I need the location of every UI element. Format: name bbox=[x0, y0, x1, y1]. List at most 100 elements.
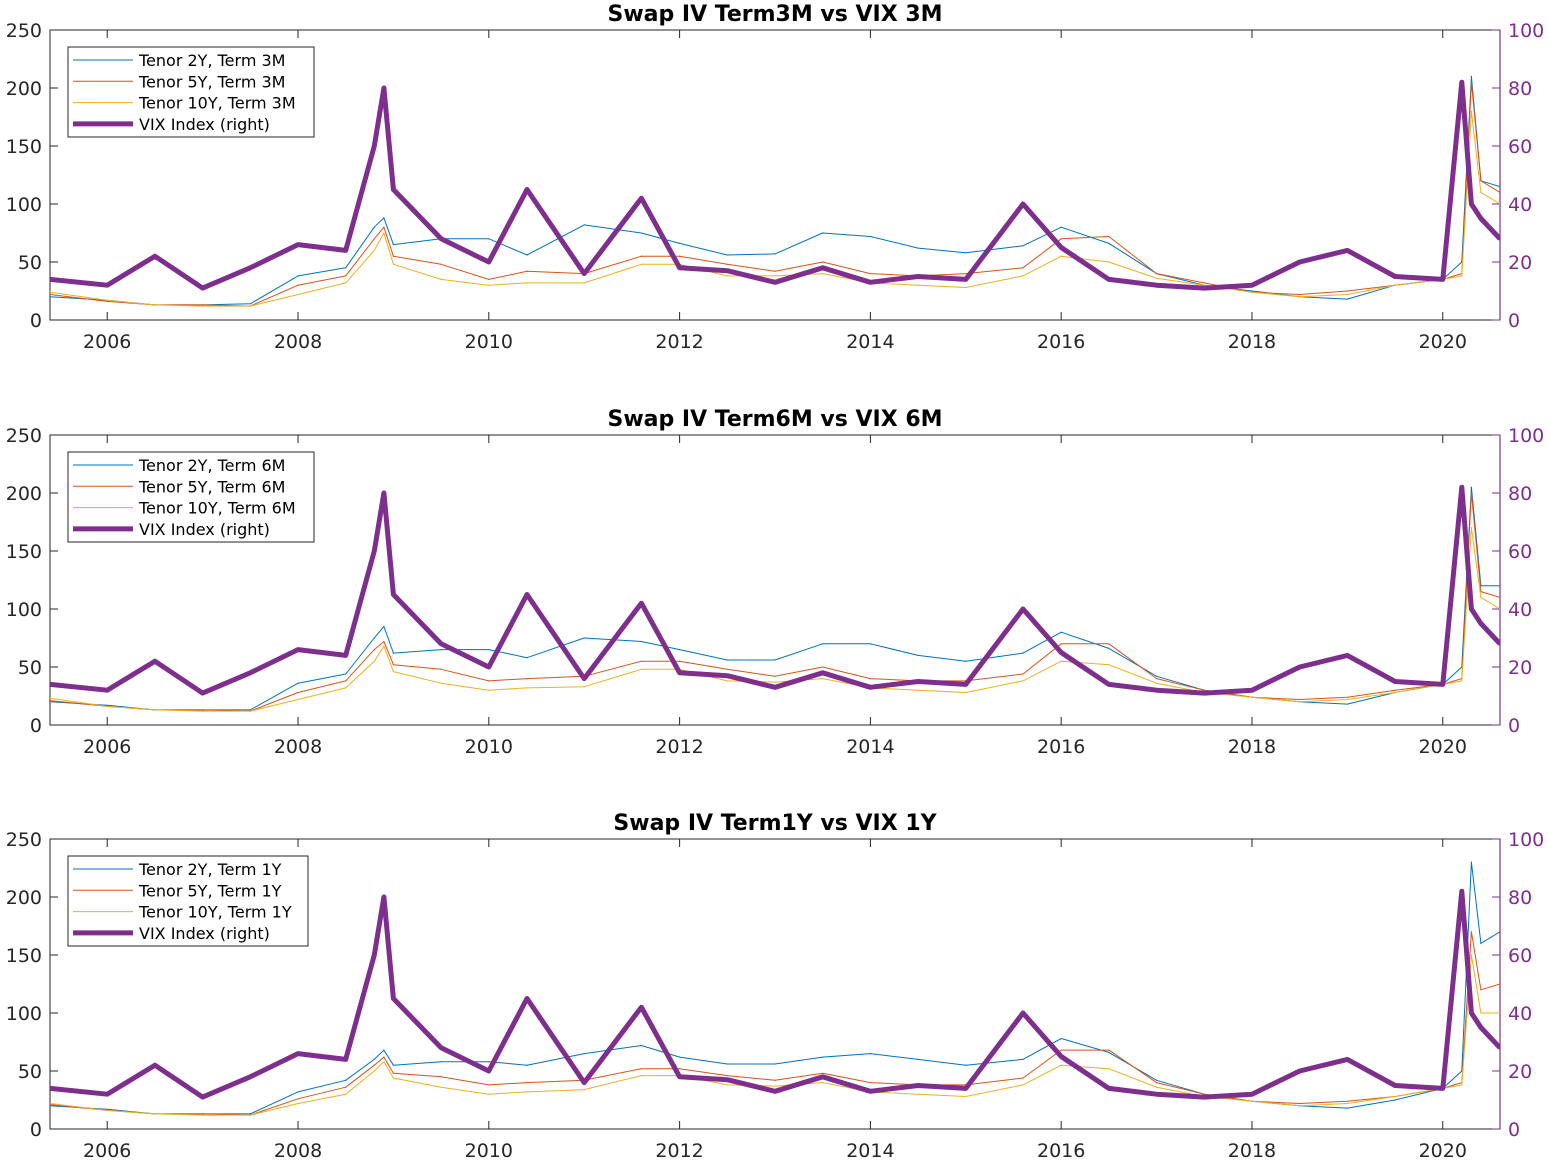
data-point bbox=[1022, 1084, 1024, 1086]
data-point bbox=[372, 549, 376, 553]
data-point bbox=[1470, 861, 1472, 863]
data-point bbox=[249, 1114, 251, 1116]
data-point bbox=[526, 1091, 528, 1093]
data-point bbox=[1461, 1084, 1463, 1086]
data-point bbox=[201, 691, 205, 695]
data-point bbox=[297, 1091, 299, 1093]
series-line-2 bbox=[50, 81, 1500, 307]
data-point bbox=[488, 680, 490, 682]
x-tick-label: 2012 bbox=[655, 331, 703, 353]
x-tick-label: 2018 bbox=[1228, 331, 1276, 353]
y-left-tick-label: 50 bbox=[18, 657, 42, 679]
data-point bbox=[50, 697, 51, 699]
x-tick-label: 2012 bbox=[655, 1140, 703, 1160]
data-point bbox=[50, 291, 51, 293]
data-point bbox=[725, 674, 729, 678]
legend-entry: VIX Index (right) bbox=[139, 115, 270, 134]
y-right-tick-label: 100 bbox=[1508, 829, 1544, 851]
data-point bbox=[526, 657, 528, 659]
data-point bbox=[1470, 954, 1472, 956]
data-point bbox=[439, 237, 443, 241]
data-point bbox=[917, 689, 919, 691]
legend-entry: Tenor 10Y, Term 3M bbox=[138, 94, 296, 113]
data-point bbox=[440, 1061, 442, 1063]
data-point bbox=[774, 659, 776, 661]
data-point bbox=[1469, 202, 1473, 206]
data-point bbox=[105, 688, 109, 692]
y-left-tick-label: 100 bbox=[6, 194, 42, 216]
y-right-tick-label: 0 bbox=[1508, 1119, 1520, 1141]
y-right-tick-label: 80 bbox=[1508, 483, 1532, 505]
data-point bbox=[1156, 678, 1158, 680]
data-point bbox=[392, 1064, 394, 1066]
data-point bbox=[1108, 664, 1110, 666]
data-point bbox=[822, 273, 824, 275]
data-point bbox=[488, 649, 490, 651]
data-point bbox=[679, 255, 681, 257]
data-point bbox=[373, 249, 375, 251]
x-tick-label: 2014 bbox=[846, 736, 894, 758]
data-point bbox=[1107, 682, 1111, 687]
data-point bbox=[679, 649, 681, 651]
data-point bbox=[1469, 1011, 1473, 1015]
data-point bbox=[1107, 277, 1111, 281]
data-point bbox=[525, 592, 529, 597]
y-right-tick-label: 100 bbox=[1508, 425, 1544, 447]
data-point bbox=[1346, 293, 1348, 296]
data-point bbox=[373, 238, 375, 240]
data-point bbox=[440, 682, 442, 684]
data-point bbox=[439, 1046, 443, 1050]
data-point bbox=[1499, 191, 1500, 193]
data-point bbox=[1461, 275, 1463, 277]
y-right-tick-label: 60 bbox=[1508, 945, 1532, 967]
data-point bbox=[1202, 691, 1206, 695]
x-tick-label: 2010 bbox=[465, 1140, 513, 1160]
legend-entry: Tenor 10Y, Term 6M bbox=[138, 499, 296, 518]
y-left-tick-label: 50 bbox=[18, 252, 42, 274]
data-point bbox=[1060, 1037, 1062, 1040]
data-point bbox=[869, 643, 872, 645]
data-point bbox=[345, 1079, 347, 1081]
data-point bbox=[383, 1049, 385, 1051]
data-point bbox=[1155, 283, 1159, 287]
data-point bbox=[345, 680, 347, 682]
data-point bbox=[582, 1081, 586, 1085]
data-point bbox=[916, 679, 920, 684]
legend-entry: VIX Index (right) bbox=[139, 924, 270, 943]
data-point bbox=[373, 1064, 375, 1066]
y-right-tick-label: 40 bbox=[1508, 1003, 1532, 1025]
y-left-tick-label: 250 bbox=[6, 425, 42, 447]
data-point bbox=[679, 660, 681, 662]
data-point bbox=[917, 1093, 919, 1095]
data-point bbox=[1480, 180, 1482, 182]
data-point bbox=[640, 660, 643, 662]
data-point bbox=[50, 277, 52, 281]
data-point bbox=[1022, 267, 1024, 269]
data-point bbox=[1021, 1011, 1025, 1015]
data-point bbox=[1250, 688, 1254, 692]
data-point bbox=[774, 1063, 776, 1065]
data-point bbox=[1346, 698, 1348, 701]
data-point bbox=[1203, 689, 1205, 691]
x-tick-label: 2018 bbox=[1228, 1140, 1276, 1160]
data-point bbox=[1299, 296, 1301, 298]
data-point bbox=[106, 1108, 108, 1110]
data-point bbox=[821, 1075, 825, 1079]
data-point bbox=[106, 300, 108, 302]
data-point bbox=[916, 274, 920, 279]
data-point bbox=[202, 709, 204, 711]
data-point bbox=[965, 660, 967, 662]
data-point bbox=[383, 217, 385, 219]
series-line-2 bbox=[50, 492, 1500, 712]
data-point bbox=[344, 248, 348, 252]
y-left-tick-label: 150 bbox=[6, 541, 42, 563]
data-point bbox=[1346, 290, 1348, 292]
series-line-4 bbox=[50, 79, 1500, 291]
data-point bbox=[1060, 255, 1062, 257]
y-left-tick-label: 200 bbox=[6, 78, 42, 100]
data-point bbox=[640, 1044, 643, 1047]
data-point bbox=[526, 678, 528, 680]
data-point bbox=[868, 685, 873, 689]
data-point bbox=[583, 686, 585, 688]
data-point bbox=[297, 698, 299, 701]
